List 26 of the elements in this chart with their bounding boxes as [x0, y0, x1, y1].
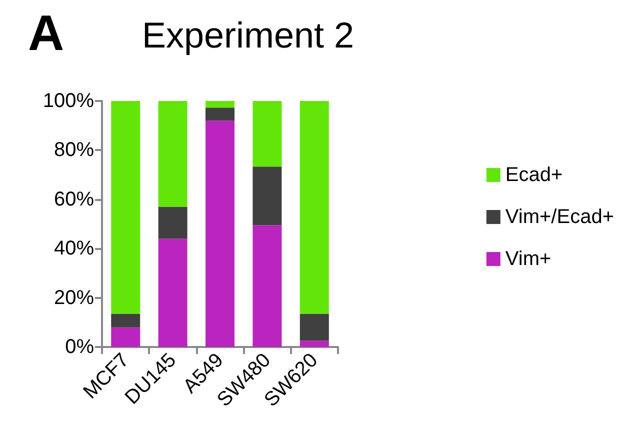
bar [111, 314, 140, 328]
bar [158, 238, 188, 347]
bar [206, 101, 234, 108]
bar [158, 206, 188, 239]
y-tick-label: 100% [42, 90, 94, 112]
bar [300, 340, 329, 347]
legend-label: Vim+/Ecad+ [505, 206, 614, 228]
bar [111, 327, 140, 347]
bar [252, 166, 282, 226]
y-tick-label: 80% [54, 139, 94, 162]
bar [252, 101, 282, 167]
bar [300, 314, 329, 341]
y-tick-label: 60% [54, 188, 94, 210]
bar [252, 225, 282, 347]
bar [206, 120, 234, 347]
legend-label: Ecad+ [505, 164, 563, 186]
y-tick-label: 40% [54, 238, 94, 260]
bar [158, 101, 188, 207]
bar [206, 108, 234, 121]
chart-title: Experiment 2 [142, 14, 354, 56]
legend-label: Vim+ [505, 248, 552, 270]
text: A [28, 5, 64, 61]
y-tick-label: 0% [65, 336, 94, 358]
bar [111, 101, 140, 314]
y-tick-label: 20% [54, 286, 94, 309]
bar [300, 101, 329, 314]
